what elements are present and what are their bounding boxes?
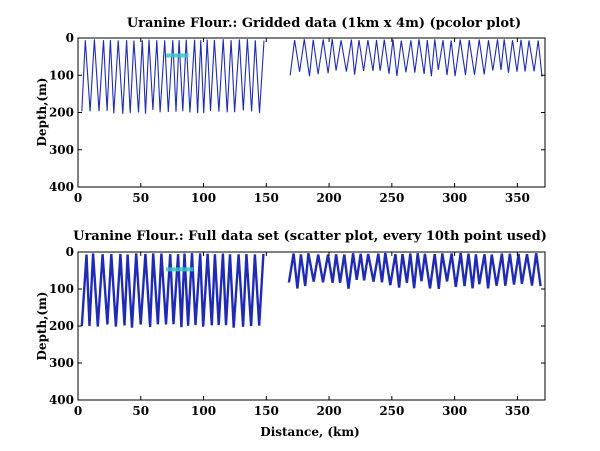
top-pcolor-panel: Uranine Flour.: Gridded data (1km x 4m) … (35, 16, 546, 205)
x-tick-label-3: 150 (254, 191, 279, 205)
x-tick-label-7: 350 (505, 404, 530, 418)
profile-series-0 (81, 39, 265, 114)
x-tick-label-3: 150 (254, 404, 279, 418)
y-tick-label-2: 200 (49, 106, 74, 120)
x-tick-label-5: 250 (379, 191, 404, 205)
y-tick-label-4: 400 (49, 393, 74, 407)
x-tick-label-4: 200 (317, 404, 342, 418)
x-tick-label-6: 300 (442, 404, 467, 418)
bottom-chart-title: Uranine Flour.: Full data set (scatter p… (73, 229, 547, 244)
profile-series-0 (80, 253, 265, 328)
bottom-scatter-panel: Uranine Flour.: Full data set (scatter p… (35, 229, 547, 439)
high-value-patch-0 (165, 267, 194, 272)
y-tick-label-3: 300 (49, 356, 74, 370)
top-axis-ticks: 0 50 100 150 200 250 300 350 0 100 200 300 400 (49, 31, 545, 205)
x-tick-label-5: 250 (379, 404, 404, 418)
x-tick-label-0: 0 (74, 404, 82, 418)
y-tick-label-2: 200 (49, 319, 74, 333)
y-tick-label-0: 0 (66, 245, 74, 259)
y-tick-label-1: 100 (49, 282, 74, 296)
y-tick-label-0: 0 (66, 31, 74, 45)
top-chart-title: Uranine Flour.: Gridded data (1km x 4m) … (127, 16, 521, 31)
bottom-x-axis-label: Distance, (km) (260, 425, 359, 439)
bottom-y-axis-label: Depth,(m) (35, 292, 49, 361)
x-tick-label-6: 300 (442, 191, 467, 205)
x-tick-label-7: 350 (505, 191, 530, 205)
x-tick-label-1: 50 (132, 404, 149, 418)
high-value-patch-0 (165, 53, 189, 58)
x-tick-label-0: 0 (74, 191, 82, 205)
profile-series-1 (287, 252, 542, 290)
top-y-axis-label: Depth,(m) (35, 78, 49, 147)
x-tick-label-4: 200 (317, 191, 342, 205)
x-tick-label-2: 100 (191, 191, 216, 205)
y-tick-label-1: 100 (49, 68, 74, 82)
x-tick-label-2: 100 (191, 404, 216, 418)
bottom-axis-ticks: 0 50 100 150 200 250 300 350 0 100 200 300 400 (49, 245, 545, 418)
x-tick-label-1: 50 (132, 191, 149, 205)
profile-series-1 (289, 39, 543, 77)
y-tick-label-3: 300 (49, 143, 74, 157)
bottom-scatter-data (80, 252, 542, 328)
y-tick-label-4: 400 (49, 180, 74, 194)
top-profile-data (81, 39, 543, 114)
